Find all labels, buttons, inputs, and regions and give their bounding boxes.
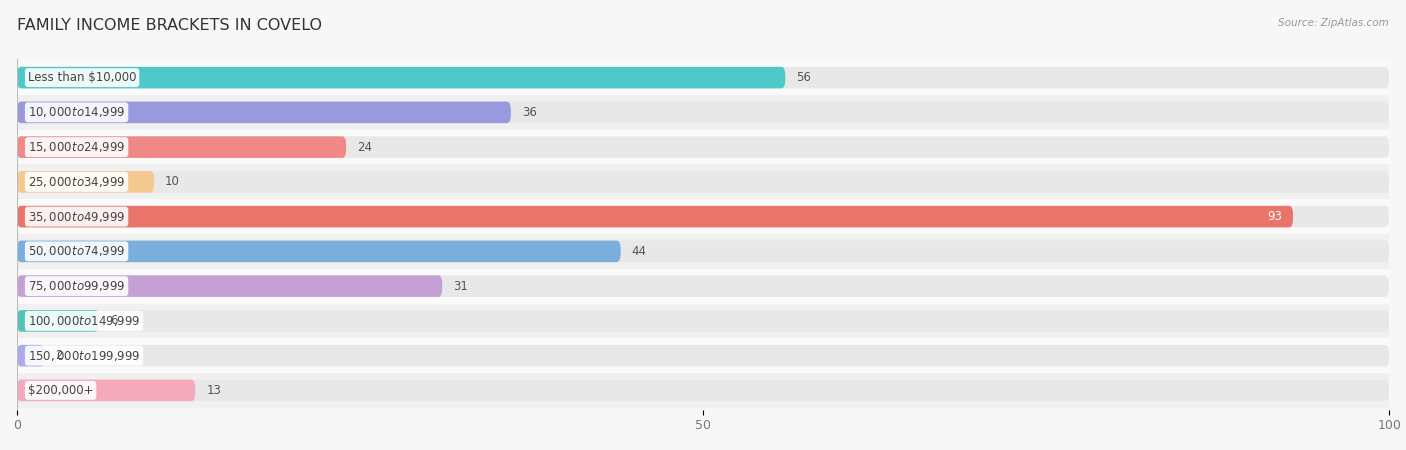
Bar — [17, 165, 1389, 199]
Text: 13: 13 — [207, 384, 221, 397]
FancyBboxPatch shape — [17, 275, 443, 297]
Text: 44: 44 — [631, 245, 647, 258]
Bar — [17, 303, 1389, 338]
Bar — [17, 199, 1389, 234]
FancyBboxPatch shape — [17, 136, 1389, 158]
Text: 56: 56 — [796, 71, 811, 84]
Bar — [17, 338, 1389, 373]
Text: 24: 24 — [357, 140, 373, 153]
FancyBboxPatch shape — [17, 102, 1389, 123]
Text: $150,000 to $199,999: $150,000 to $199,999 — [28, 349, 141, 363]
FancyBboxPatch shape — [17, 380, 195, 401]
Bar — [17, 373, 1389, 408]
FancyBboxPatch shape — [17, 310, 100, 332]
Text: FAMILY INCOME BRACKETS IN COVELO: FAMILY INCOME BRACKETS IN COVELO — [17, 18, 322, 33]
FancyBboxPatch shape — [17, 275, 1389, 297]
FancyBboxPatch shape — [17, 136, 346, 158]
Text: $50,000 to $74,999: $50,000 to $74,999 — [28, 244, 125, 258]
FancyBboxPatch shape — [17, 171, 1389, 193]
FancyBboxPatch shape — [17, 310, 1389, 332]
Text: 10: 10 — [165, 176, 180, 189]
Text: $25,000 to $34,999: $25,000 to $34,999 — [28, 175, 125, 189]
Text: $100,000 to $149,999: $100,000 to $149,999 — [28, 314, 141, 328]
Text: $75,000 to $99,999: $75,000 to $99,999 — [28, 279, 125, 293]
Text: 31: 31 — [453, 279, 468, 292]
Bar — [17, 60, 1389, 95]
Bar — [17, 234, 1389, 269]
FancyBboxPatch shape — [17, 206, 1294, 227]
Text: $10,000 to $14,999: $10,000 to $14,999 — [28, 105, 125, 119]
Text: Source: ZipAtlas.com: Source: ZipAtlas.com — [1278, 18, 1389, 28]
FancyBboxPatch shape — [17, 102, 510, 123]
FancyBboxPatch shape — [17, 345, 45, 366]
FancyBboxPatch shape — [17, 67, 1389, 88]
FancyBboxPatch shape — [17, 241, 620, 262]
FancyBboxPatch shape — [17, 380, 1389, 401]
Text: Less than $10,000: Less than $10,000 — [28, 71, 136, 84]
Text: 93: 93 — [1267, 210, 1282, 223]
Text: 2: 2 — [55, 349, 63, 362]
FancyBboxPatch shape — [17, 345, 1389, 366]
Text: 36: 36 — [522, 106, 537, 119]
FancyBboxPatch shape — [17, 67, 786, 88]
Text: $15,000 to $24,999: $15,000 to $24,999 — [28, 140, 125, 154]
Bar — [17, 130, 1389, 165]
Bar — [17, 269, 1389, 303]
FancyBboxPatch shape — [17, 241, 1389, 262]
FancyBboxPatch shape — [17, 206, 1389, 227]
Text: $200,000+: $200,000+ — [28, 384, 93, 397]
Text: $35,000 to $49,999: $35,000 to $49,999 — [28, 210, 125, 224]
Text: 6: 6 — [110, 315, 118, 328]
Bar — [17, 95, 1389, 130]
FancyBboxPatch shape — [17, 171, 155, 193]
